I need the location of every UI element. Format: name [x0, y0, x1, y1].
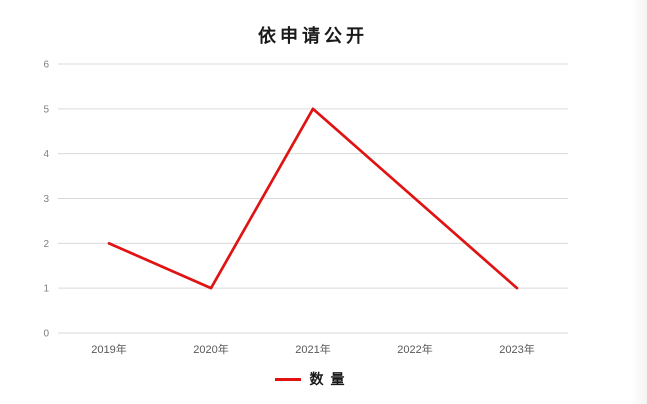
y-tick-label: 0: [43, 329, 49, 340]
chart-legend: 数量: [58, 368, 568, 390]
x-tick-label: 2023年: [499, 342, 534, 356]
x-tick-label: 2019年: [91, 342, 126, 356]
y-tick-label: 3: [43, 194, 49, 205]
y-tick-label: 1: [43, 284, 49, 295]
series-line: [107, 107, 519, 290]
y-tick-label: 5: [43, 104, 49, 115]
x-tick-label: 2020年: [193, 342, 228, 356]
y-tick-label: 6: [43, 60, 49, 71]
x-tick-label: 2022年: [397, 342, 432, 356]
y-tick-label: 2: [43, 239, 49, 250]
x-tick-label: 2021年: [295, 342, 330, 356]
legend-line-swatch: [274, 377, 301, 381]
legend-series-label: 数量: [309, 373, 352, 388]
y-tick-label: 4: [43, 149, 49, 160]
chart-title: 依申请公开: [258, 26, 368, 46]
